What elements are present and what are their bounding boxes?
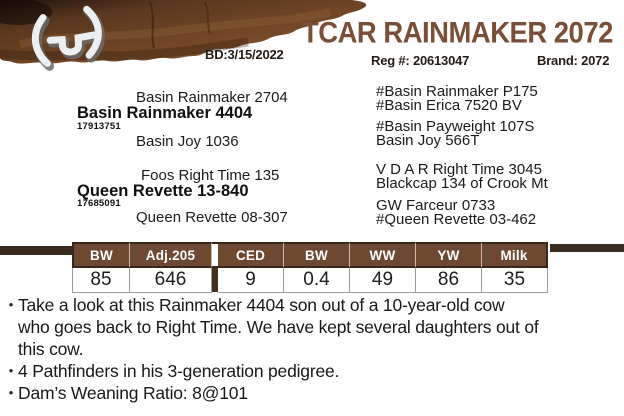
right-divider-bar: [550, 244, 624, 252]
sire-sire: Basin Rainmaker 2704: [136, 89, 288, 106]
grandparent-line: GW Farceur 0733: [376, 197, 496, 214]
table-value: 0.4: [284, 268, 350, 293]
note-text: 4 Pathfinders in his 3-generation pedigr…: [18, 361, 340, 381]
note-item: • Take a look at this Rainmaker 4404 son…: [4, 294, 622, 360]
birth-date: BD:3/15/2022: [205, 47, 284, 62]
table-section-gap: [212, 242, 218, 268]
note-item: • 4 Pathfinders in his 3-generation pedi…: [4, 360, 622, 382]
table-value: 9: [218, 268, 284, 293]
note-item: • Dam’s Weaning Ratio: 8@101: [4, 382, 622, 404]
grandparent-line: #Basin Rainmaker P175: [376, 83, 538, 100]
grandparent-line: #Basin Erica 7520 BV: [376, 97, 522, 114]
grandparent-line: Basin Joy 566T: [376, 132, 480, 149]
column-header: Milk: [482, 242, 548, 268]
leather-header-graphic: [0, 0, 367, 71]
sire-reg-number: 17913751: [77, 121, 121, 132]
cattle-brand-paren-u-icon: [31, 5, 105, 71]
dam-name: Queen Revette 13-840: [77, 182, 249, 200]
table-value: 646: [130, 268, 212, 293]
dam-reg-number: 17685091: [77, 198, 121, 209]
animal-title: TCAR RAINMAKER 2072: [302, 16, 613, 49]
column-header: WW: [350, 242, 416, 268]
sire-name: Basin Rainmaker 4404: [77, 104, 253, 122]
sale-notes: • Take a look at this Rainmaker 4404 son…: [4, 294, 622, 404]
brand-number: Brand: 2072: [537, 53, 610, 68]
bullet-icon: •: [8, 385, 14, 400]
sire-dam: Basin Joy 1036: [136, 133, 239, 150]
registration-number: Reg #: 20613047: [371, 53, 470, 68]
note-text: Take a look at this Rainmaker 4404 son o…: [18, 295, 539, 359]
column-header: YW: [416, 242, 482, 268]
bullet-icon: •: [8, 363, 14, 378]
grandparent-line: #Queen Revette 03-462: [376, 211, 537, 228]
left-divider-bar: [0, 246, 72, 255]
grandparent-line: #Basin Payweight 107S: [376, 118, 535, 135]
grandparent-line: V D A R Right Time 3045: [376, 161, 542, 178]
column-header: BW: [284, 242, 350, 268]
table-section-gap: [212, 268, 218, 292]
table-value: 35: [482, 268, 548, 293]
table-value: 86: [416, 268, 482, 293]
column-header: Adj.205: [130, 242, 212, 268]
column-header: CED: [218, 242, 284, 268]
grandparent-line: Blackcap 134 of Crook Mt: [376, 175, 548, 192]
dam-sire: Foos Right Time 135: [141, 167, 280, 184]
performance-epd-table: BW Adj.205 CED BW WW YW Milk 85 646 9 0.…: [72, 242, 548, 293]
table-value: 49: [350, 268, 416, 293]
note-text: Dam’s Weaning Ratio: 8@101: [18, 383, 248, 403]
dam-dam: Queen Revette 08-307: [136, 209, 288, 226]
bullet-icon: •: [8, 297, 14, 312]
table-value: 85: [72, 268, 130, 293]
column-header: BW: [72, 242, 130, 268]
